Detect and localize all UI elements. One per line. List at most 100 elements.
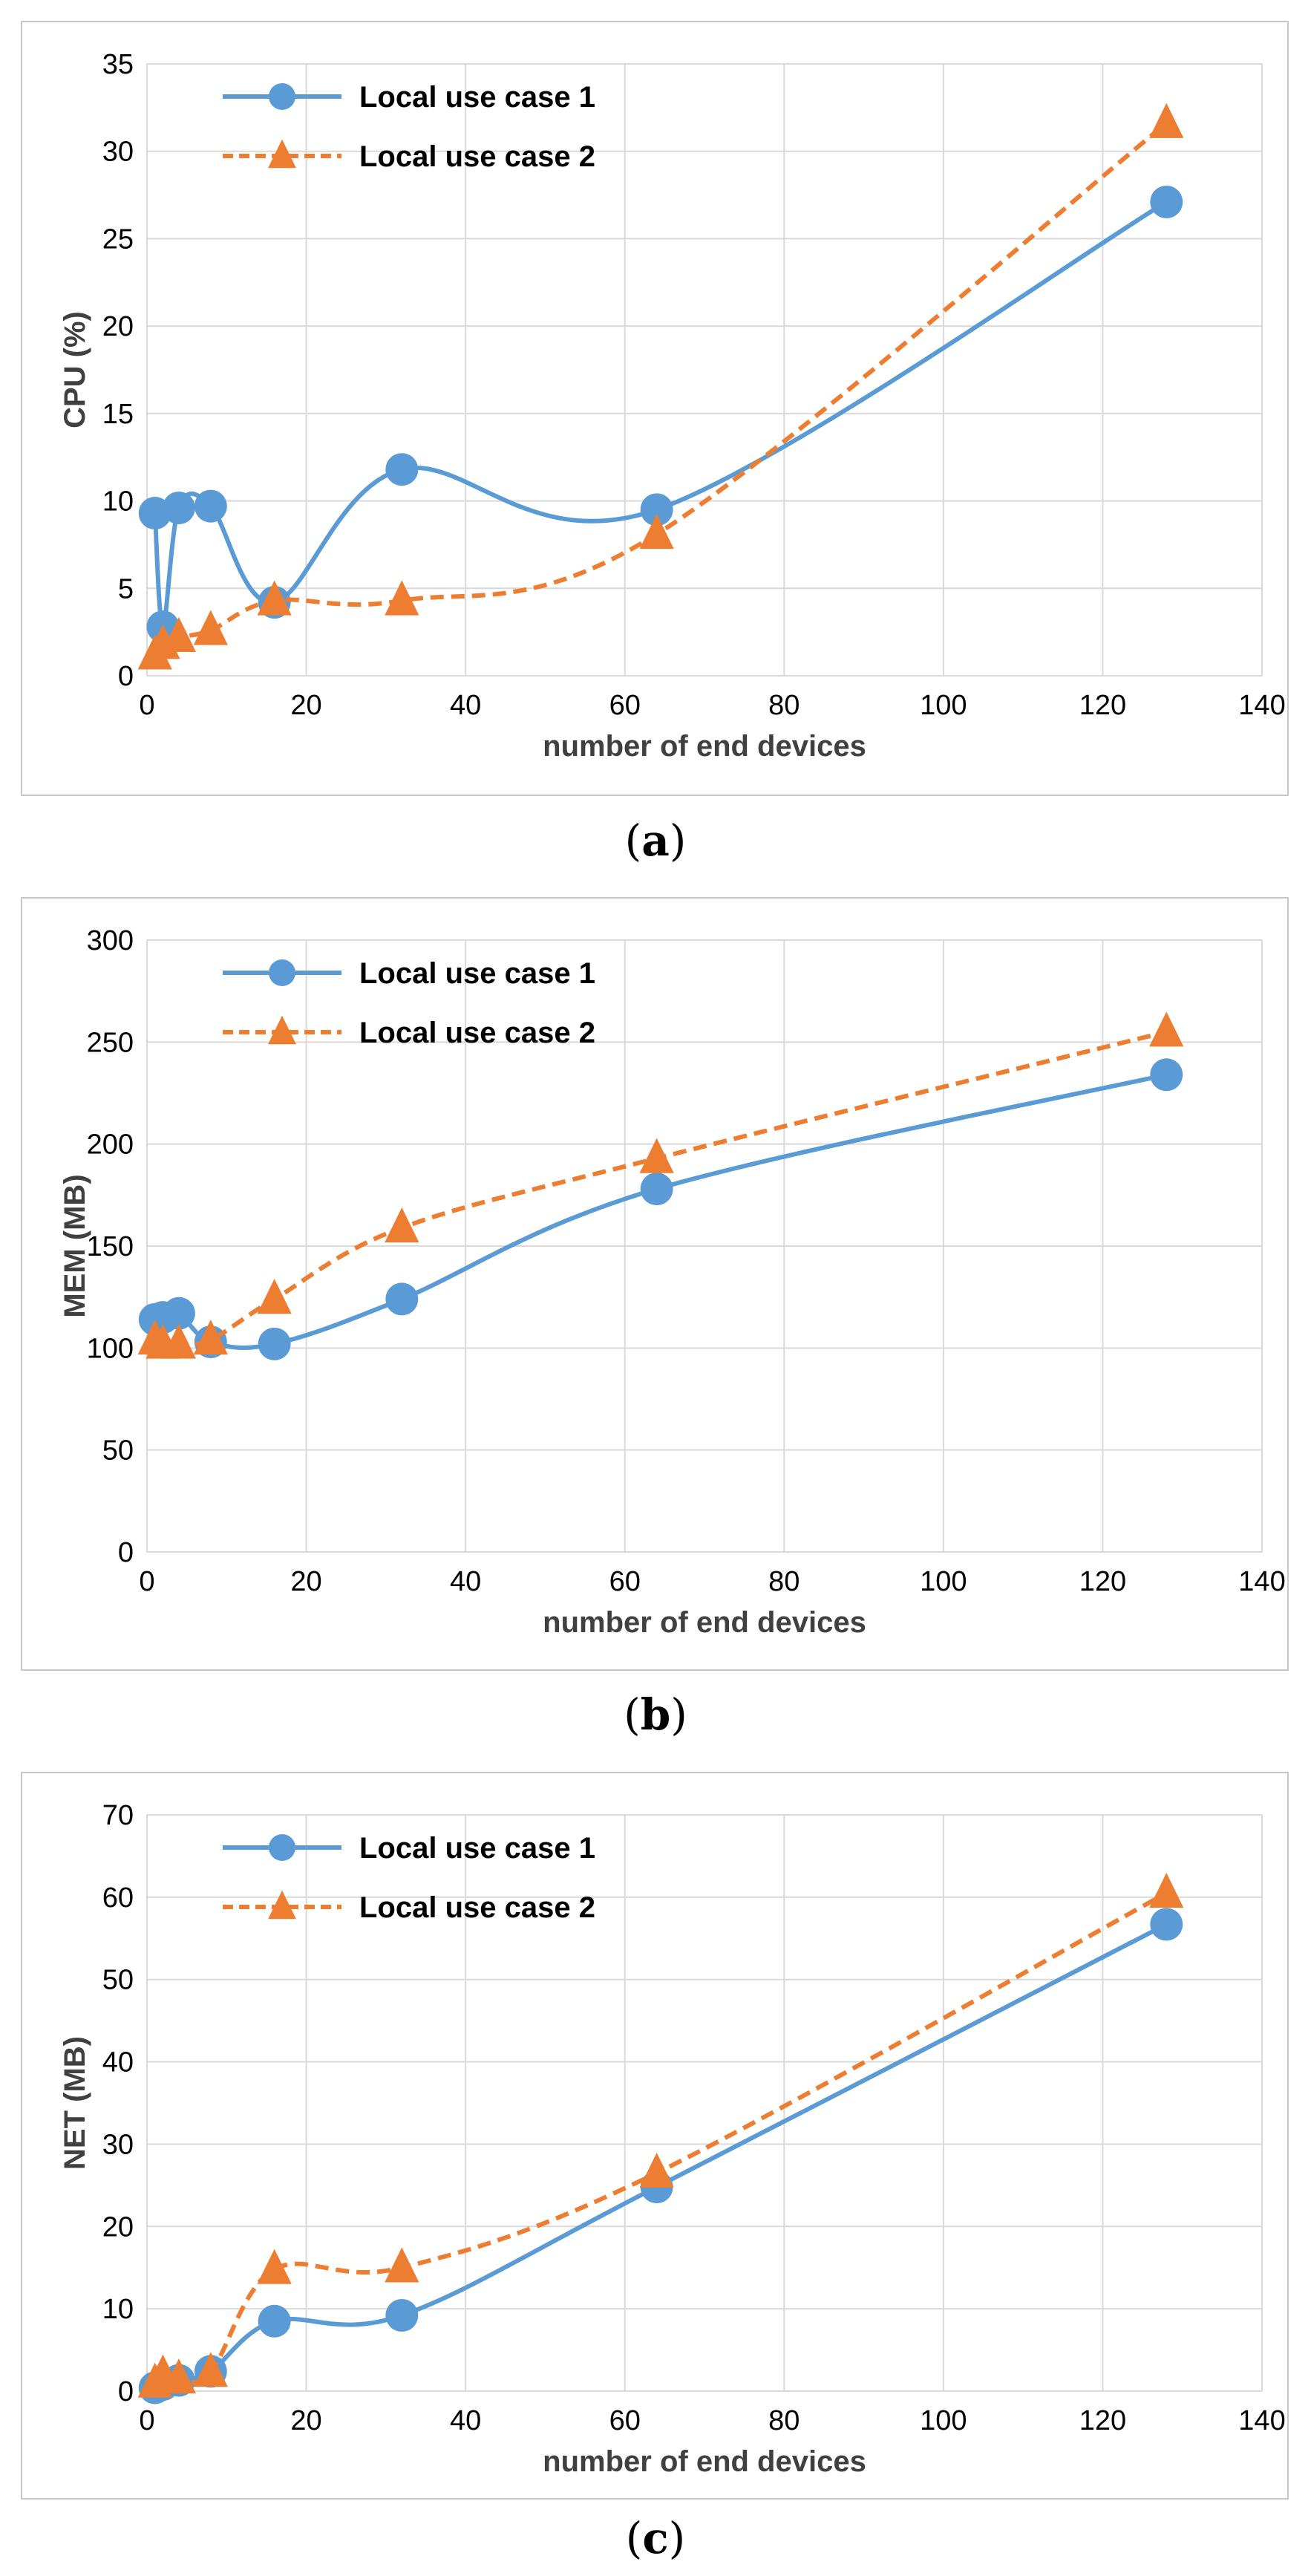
data-point — [385, 453, 419, 486]
series-2 — [137, 1011, 1184, 1359]
series-1 — [138, 1058, 1183, 1360]
y-tick-label: 25 — [102, 224, 134, 255]
legend-label: Local use case 1 — [359, 81, 595, 114]
data-point — [1149, 1873, 1184, 1908]
y-tick-label: 0 — [118, 2376, 134, 2407]
x-tick-label: 140 — [1238, 690, 1285, 721]
x-tick-label: 120 — [1079, 1566, 1126, 1597]
legend-marker — [269, 959, 295, 986]
y-tick-label: 5 — [118, 573, 134, 604]
x-tick-label: 60 — [609, 2405, 641, 2436]
x-tick-label: 120 — [1079, 690, 1126, 721]
legend-label: Local use case 1 — [359, 957, 595, 990]
y-tick-label: 15 — [102, 399, 134, 430]
data-point — [1150, 185, 1183, 218]
data-point — [1149, 1011, 1184, 1047]
data-point — [385, 580, 419, 616]
y-tick-label: 10 — [102, 2294, 134, 2325]
y-axis-label: CPU (%) — [59, 311, 91, 428]
y-tick-label: 300 — [87, 925, 134, 956]
x-tick-label: 140 — [1238, 2405, 1285, 2436]
chart-frame-a: 0 5 10 15 20 25 30 35 0 20 40 60 80 100 120 140 number o… — [21, 21, 1289, 796]
data-point — [639, 2152, 674, 2188]
x-tick-label: 140 — [1238, 1566, 1285, 1597]
x-tick-label: 80 — [768, 2405, 800, 2436]
data-point — [1150, 1058, 1183, 1092]
y-tick-label: 150 — [87, 1231, 134, 1262]
gridlines — [146, 63, 1263, 676]
x-tick-label: 0 — [139, 2405, 154, 2436]
data-point — [161, 1323, 197, 1359]
data-point — [162, 1297, 195, 1330]
chart-b: 0 50 100 150 200 250 300 0 20 40 60 80 100 120 140 numb… — [59, 925, 1286, 1639]
data-point — [162, 491, 195, 524]
x-axis-label: number of end devices — [543, 1606, 866, 1639]
caption-b: (b) — [624, 1689, 687, 1740]
legend-label: Local use case 2 — [359, 1891, 595, 1924]
legend-label: Local use case 2 — [359, 140, 595, 173]
y-tick-label: 20 — [102, 311, 134, 342]
x-tick-label: 20 — [290, 2405, 321, 2436]
legend-marker — [268, 1890, 296, 1920]
gridlines — [146, 1814, 1263, 2392]
y-tick-label: 100 — [87, 1333, 134, 1364]
legend-marker — [269, 83, 295, 110]
y-tick-label: 50 — [102, 1965, 134, 1996]
legend-marker — [269, 1834, 295, 1861]
x-tick-label: 100 — [920, 2405, 967, 2436]
legend-label: Local use case 2 — [359, 1017, 595, 1049]
y-tick-label: 40 — [102, 2047, 134, 2078]
data-point — [385, 1207, 419, 1243]
x-tick-label: 40 — [450, 690, 481, 721]
data-point — [258, 1327, 291, 1360]
legend-marker — [268, 139, 296, 169]
series-1 — [138, 185, 1183, 644]
x-axis-label: number of end devices — [543, 2445, 866, 2478]
data-point — [257, 1279, 292, 1314]
x-tick-label: 120 — [1079, 2405, 1126, 2436]
data-point — [257, 580, 292, 616]
y-tick-label: 0 — [118, 661, 134, 692]
y-tick-label: 200 — [87, 1129, 134, 1161]
data-point — [385, 2299, 419, 2332]
legend: Local use case 1 Local use case 2 — [223, 957, 595, 1049]
chart-a: 0 5 10 15 20 25 30 35 0 20 40 60 80 100 120 140 number o… — [59, 49, 1286, 763]
data-point — [194, 489, 227, 523]
y-tick-label: 250 — [87, 1027, 134, 1058]
y-tick-label: 30 — [102, 2129, 134, 2160]
data-point — [640, 493, 673, 526]
caption-a-label: a — [641, 815, 670, 866]
y-tick-label: 70 — [102, 1800, 134, 1831]
x-tick-label: 100 — [920, 1566, 967, 1597]
y-tick-label: 30 — [102, 137, 134, 168]
x-tick-label: 20 — [290, 690, 321, 721]
legend-label: Local use case 1 — [359, 1832, 595, 1865]
chart-frame-c: 0 10 20 30 40 50 60 70 0 20 40 60 80 100 120 140 number … — [21, 1772, 1289, 2500]
caption-b-label: b — [640, 1689, 671, 1740]
data-point — [1150, 1908, 1183, 1941]
data-point — [385, 1282, 419, 1316]
chart-c: 0 10 20 30 40 50 60 70 0 20 40 60 80 100 120 140 number … — [59, 1800, 1286, 2478]
series-1 — [138, 1908, 1183, 2404]
x-tick-label: 0 — [139, 1566, 154, 1597]
y-tick-label: 10 — [102, 486, 134, 518]
y-tick-label: 60 — [102, 1882, 134, 1914]
data-point — [385, 2247, 419, 2283]
legend-marker — [268, 1015, 296, 1045]
data-point — [639, 514, 674, 550]
y-tick-label: 35 — [102, 49, 134, 80]
x-tick-label: 0 — [139, 690, 154, 721]
y-tick-label: 20 — [102, 2211, 134, 2243]
x-tick-label: 100 — [920, 690, 967, 721]
data-point — [639, 1138, 674, 1173]
legend: Local use case 1 Local use case 2 — [223, 81, 595, 173]
data-point — [193, 610, 228, 645]
y-tick-label: 0 — [118, 1537, 134, 1568]
series-line — [152, 200, 1168, 630]
data-point — [257, 2249, 292, 2284]
data-point — [1149, 102, 1184, 138]
y-axis-label: NET (MB) — [59, 2036, 91, 2170]
caption-c-label: c — [642, 2513, 669, 2563]
data-point — [193, 1320, 228, 1355]
data-point — [258, 2304, 291, 2338]
